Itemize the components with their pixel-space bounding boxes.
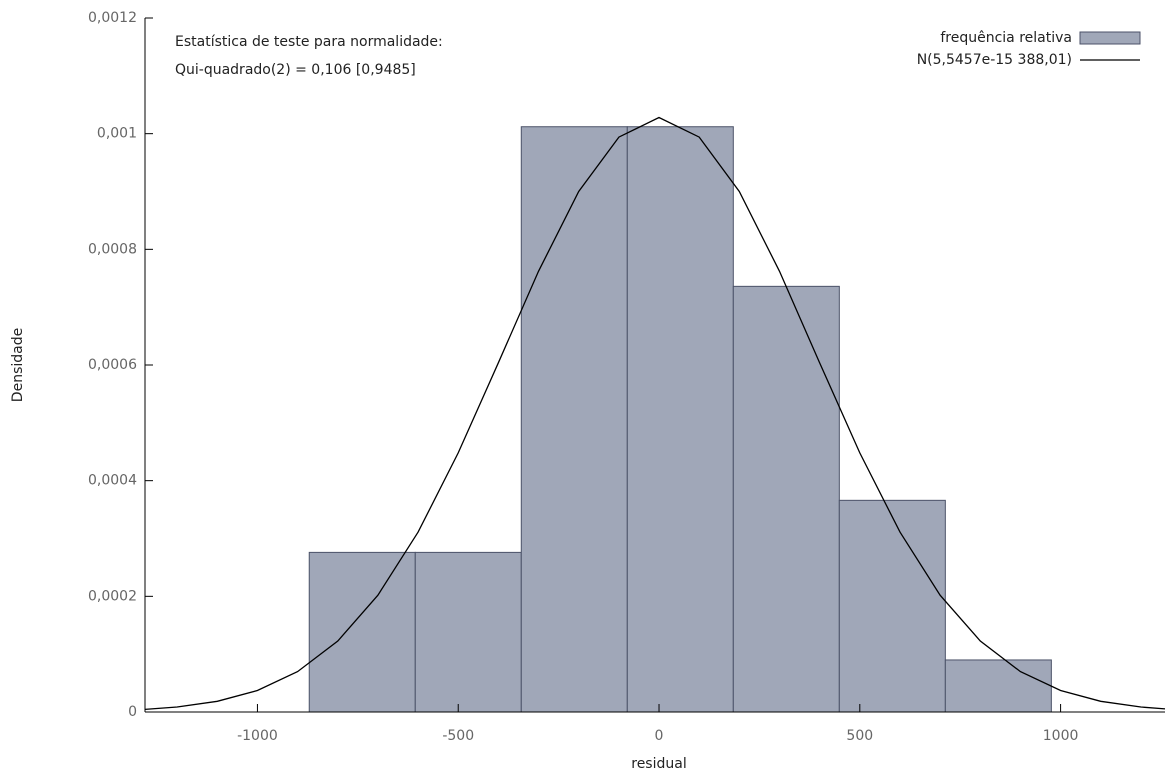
annotation: Estatística de teste para normalidade:	[175, 34, 443, 50]
bar	[944, 659, 1052, 713]
x-tick-label: 0	[655, 728, 664, 744]
density-curve	[144, 116, 1166, 711]
y-tick-label: 0,0004	[88, 473, 137, 489]
legend-label: frequência relativa	[940, 30, 1072, 46]
bar	[838, 499, 946, 713]
legend-label: N(5,5457e-15 388,01)	[917, 52, 1072, 68]
y-tick-label: 0,0008	[88, 241, 137, 257]
bar	[414, 551, 522, 713]
y-tick-label: 0,001	[97, 126, 137, 142]
bar	[732, 285, 840, 713]
x-axis-label: residual	[631, 756, 686, 772]
y-axis-label: Densidade	[10, 328, 26, 402]
bar	[520, 126, 628, 713]
x-tick-label: 1000	[1043, 728, 1079, 744]
y-tick-label: 0,0012	[88, 10, 137, 26]
bar	[626, 126, 734, 713]
x-tick-label: -1000	[237, 728, 278, 744]
y-tick-label: 0,0006	[88, 357, 137, 373]
x-tick-label: 500	[846, 728, 873, 744]
x-tick-label: -500	[442, 728, 474, 744]
legend-swatch	[1079, 31, 1141, 45]
bar	[308, 551, 416, 713]
y-tick-label: 0	[128, 704, 137, 720]
y-tick-label: 0,0002	[88, 588, 137, 604]
annotation: Qui-quadrado(2) = 0,106 [0,9485]	[175, 62, 416, 78]
